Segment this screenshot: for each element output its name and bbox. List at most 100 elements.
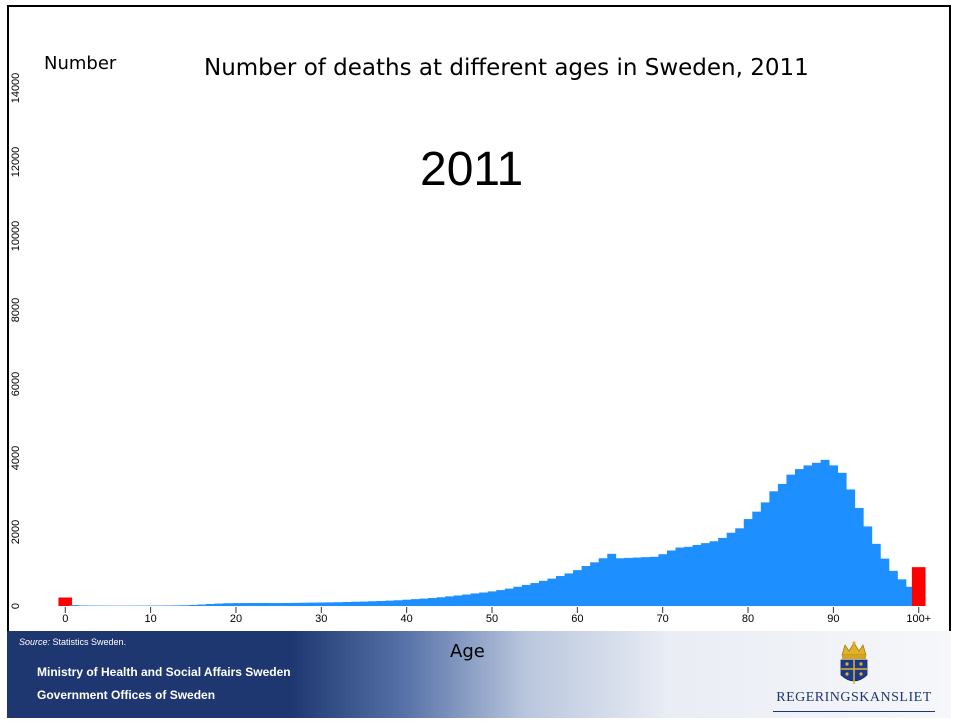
y-tick-label: 14000 xyxy=(10,73,22,104)
bar-age-85 xyxy=(786,474,796,606)
bar-age-57 xyxy=(547,578,557,606)
ministry-name: Ministry of Health and Social Affairs Sw… xyxy=(37,665,291,679)
bar-age-92 xyxy=(846,489,856,606)
bar-age-27 xyxy=(291,602,301,606)
y-tick-label: 12000 xyxy=(10,147,22,178)
bar-age-35 xyxy=(359,601,369,606)
bar-age-70 xyxy=(658,554,668,606)
bar-age-69 xyxy=(649,556,659,606)
bar-age-72 xyxy=(675,547,685,606)
y-tick-label: 2000 xyxy=(10,520,22,544)
bar-age-46 xyxy=(453,595,463,606)
bar-age-82 xyxy=(760,502,770,606)
bar-age-58 xyxy=(556,576,565,606)
bar-age-42 xyxy=(419,598,429,606)
swedish-royal-crest-icon xyxy=(840,641,868,684)
bar-age-25 xyxy=(274,603,284,606)
bar-age-41 xyxy=(410,599,420,606)
footer-band: Source: Statistics Sweden. Age Ministry … xyxy=(7,631,951,718)
bar-age-100plus xyxy=(911,567,926,606)
bar-age-48 xyxy=(470,593,480,606)
bar-age-78 xyxy=(726,532,736,606)
bar-age-75 xyxy=(701,543,711,606)
bar-age-87 xyxy=(803,465,813,606)
bar-age-24 xyxy=(265,603,275,606)
bar-age-56 xyxy=(538,580,548,606)
bar-age-90 xyxy=(829,465,839,606)
logo-text: REGERINGSKANSLIET xyxy=(776,690,932,705)
y-tick-label: 6000 xyxy=(10,372,22,396)
bar-age-91 xyxy=(837,472,847,606)
bar-age-33 xyxy=(342,602,352,606)
bar-age-18 xyxy=(214,603,224,606)
bar-age-51 xyxy=(496,590,506,606)
y-tick-label: 10000 xyxy=(10,221,22,252)
bar-age-55 xyxy=(530,583,540,606)
x-tick-label: 10 xyxy=(144,613,156,625)
bar-age-19 xyxy=(223,603,233,606)
x-tick-label: 50 xyxy=(486,613,498,625)
x-axis-label: Age xyxy=(450,641,485,662)
bar-age-89 xyxy=(820,459,830,606)
bar-age-23 xyxy=(257,602,267,606)
bar-age-98 xyxy=(897,579,907,606)
bar-age-73 xyxy=(684,546,693,606)
bar-age-94 xyxy=(863,526,873,606)
bar-age-74 xyxy=(692,544,702,606)
source-note: Source: Statistics Sweden. xyxy=(19,637,126,647)
bar-age-31 xyxy=(325,602,335,606)
bar-age-68 xyxy=(641,557,651,606)
bar-age-30 xyxy=(317,602,326,606)
bar-age-79 xyxy=(735,528,745,606)
x-tick-label: 20 xyxy=(230,613,242,625)
bar-age-40 xyxy=(402,599,412,606)
bar-age-49 xyxy=(479,592,489,606)
bar-age-43 xyxy=(427,598,437,606)
x-tick-label: 30 xyxy=(315,613,327,625)
bar-age-26 xyxy=(282,602,292,606)
bar-age-88 xyxy=(812,462,821,606)
bar-age-34 xyxy=(351,601,361,606)
bar-age-12 xyxy=(163,605,173,606)
y-tick-label: 4000 xyxy=(10,446,22,470)
x-tick-label: 80 xyxy=(742,613,754,625)
bar-age-53 xyxy=(513,586,523,606)
bar-age-14 xyxy=(180,605,190,606)
y-tick-label: 8000 xyxy=(10,298,22,322)
bar-age-20 xyxy=(231,603,241,606)
x-tick-label: 100+ xyxy=(906,613,931,625)
bar-age-83 xyxy=(769,491,779,606)
bar-age-96 xyxy=(880,558,890,606)
bar-age-65 xyxy=(615,558,625,606)
source-prefix: Source: xyxy=(19,637,51,647)
bar-age-1 xyxy=(69,605,79,606)
bar-age-81 xyxy=(752,511,762,606)
bar-age-97 xyxy=(888,570,898,606)
bar-age-64 xyxy=(607,553,617,606)
slide-title: Number of deaths at different ages in Sw… xyxy=(204,55,809,81)
bar-age-45 xyxy=(445,596,454,606)
bar-age-60 xyxy=(573,570,583,606)
bar-age-62 xyxy=(590,562,600,606)
logo-underline xyxy=(773,711,935,712)
bar-age-77 xyxy=(718,537,728,606)
bar-age-13 xyxy=(171,605,181,606)
bar-age-37 xyxy=(376,601,386,606)
bar-age-71 xyxy=(666,550,676,606)
bar-age-38 xyxy=(385,600,395,606)
bar-age-59 xyxy=(564,573,574,606)
chart: 0 2000 4000 6000 8000 10000 12000 14000 0 10 20 30 4… xyxy=(10,73,931,625)
bar-age-86 xyxy=(794,469,804,606)
bar-age-28 xyxy=(299,602,309,606)
bar-age-61 xyxy=(581,566,591,606)
bar-age-15 xyxy=(189,604,198,606)
bar-age-63 xyxy=(598,558,608,606)
x-tick-label: 40 xyxy=(401,613,413,625)
bar-age-0 xyxy=(58,597,73,606)
bar-age-66 xyxy=(624,557,634,606)
bar-age-84 xyxy=(777,483,787,606)
bar-age-54 xyxy=(521,584,531,606)
offices-name: Government Offices of Sweden xyxy=(37,688,216,702)
bar-age-39 xyxy=(393,600,403,606)
